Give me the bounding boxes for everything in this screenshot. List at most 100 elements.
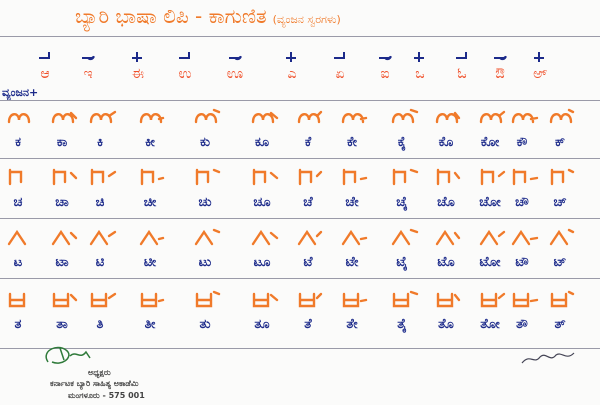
second-signature — [521, 352, 575, 364]
byari-vowel-sign — [456, 52, 467, 59]
kannada-syllable: ಕೀ — [145, 135, 155, 150]
kannada-syllable: ಚ — [13, 195, 23, 210]
vowel-sign: ಔ — [495, 66, 505, 82]
kannada-syllable: ಚು — [198, 195, 212, 210]
byari-vowel-sign — [39, 52, 50, 59]
consonant-label: ವ್ಯಂಜನ+ — [2, 86, 39, 99]
kannada-syllable: ಟೂ — [253, 255, 271, 270]
kannada-syllable: ಚೌ — [515, 195, 529, 210]
vowel-sign: ಓ — [457, 66, 467, 82]
kannada-syllable: ಟ್ — [553, 255, 567, 270]
kannada-syllable: ಟೆ — [303, 255, 313, 270]
byari-glyph — [139, 229, 165, 246]
vowel-sign: ಊ — [226, 66, 244, 82]
kannada-syllable: ತಾ — [56, 317, 68, 332]
kannada-syllable: ತೈ — [397, 317, 407, 332]
byari-glyph — [512, 292, 539, 308]
byari-glyph — [392, 168, 419, 186]
stamp-organization: ಕರ್ನಾಟಕ ಬ್ಯಾರಿ ಸಾಹಿತ್ಯ ಅಕಾಡೆಮಿ — [50, 379, 139, 388]
byari-glyph — [549, 108, 575, 124]
byari-glyph — [436, 292, 461, 308]
kannada-syllable: ತೇ — [346, 317, 358, 332]
kannada-syllable: ಟ — [13, 255, 23, 270]
kannada-syllable: ಚಾ — [55, 195, 69, 210]
kannada-syllable: ಚೆ — [303, 195, 313, 210]
kannada-syllable: ಕೋ — [480, 135, 500, 150]
kannada-syllable: ತ — [14, 317, 22, 332]
byari-glyph — [51, 111, 78, 124]
kannada-syllable: ಚೂ — [253, 195, 271, 210]
byari-glyph — [342, 168, 368, 186]
byari-glyph — [8, 292, 26, 308]
byari-vowel-sign — [132, 52, 142, 62]
byari-glyph — [479, 110, 506, 124]
vowel-sign: ಉ — [178, 66, 192, 82]
byari-glyph — [194, 108, 221, 124]
byari-glyph — [90, 168, 117, 186]
kannada-syllable: ಟೀ — [143, 255, 157, 270]
byari-glyph — [52, 292, 78, 308]
byari-vowel-sign — [179, 52, 190, 59]
byari-glyph — [8, 168, 23, 186]
kannada-syllable: ಕೆ — [304, 135, 312, 150]
vowel-sign: ಏ — [335, 66, 345, 82]
kannada-syllable: ತು — [199, 317, 211, 332]
kannada-syllable: ಕೇ — [346, 135, 358, 150]
byari-glyph — [140, 292, 165, 308]
kannada-syllable: ತೆ — [304, 317, 312, 332]
divider — [0, 36, 600, 37]
kannada-syllable: ಚೇ — [345, 195, 359, 210]
byari-glyph — [342, 292, 368, 308]
kannada-syllable: ಟಾ — [55, 255, 69, 270]
kannada-syllable: ತ್ — [554, 317, 566, 332]
byari-glyph — [549, 228, 575, 246]
kannada-syllable: ಚೋ — [479, 195, 501, 210]
byari-glyph — [435, 111, 461, 124]
byari-glyph — [512, 168, 539, 186]
byari-glyph — [550, 290, 575, 308]
byari-glyph — [195, 290, 221, 308]
byari-glyph — [550, 168, 575, 186]
byari-glyph — [436, 168, 461, 186]
byari-glyph — [297, 229, 323, 246]
vowel-sign: ಆ — [40, 66, 50, 82]
byari-vowel-sign — [414, 52, 424, 62]
byari-glyph — [89, 110, 117, 124]
divider — [0, 218, 600, 219]
byari-glyph — [479, 229, 506, 246]
byari-glyph — [140, 168, 165, 186]
divider — [0, 100, 600, 101]
byari-glyph — [51, 229, 78, 246]
byari-glyph — [252, 292, 279, 308]
kannada-syllable: ಕೌ — [516, 135, 528, 150]
byari-glyph — [139, 113, 165, 124]
byari-glyph — [7, 229, 27, 246]
byari-glyph — [298, 168, 323, 186]
byari-glyph — [52, 168, 78, 186]
byari-vowel-sign — [379, 55, 392, 61]
stamp-title: ಅಧ್ಯಕ್ಷರು — [88, 368, 111, 377]
byari-glyph — [341, 113, 368, 124]
divider — [0, 348, 600, 349]
kannada-syllable: ಚ್ — [553, 195, 567, 210]
kannada-syllable: ತೂ — [254, 317, 270, 332]
byari-vowel-sign — [286, 52, 296, 62]
kannada-syllable: ತೀ — [144, 317, 156, 332]
byari-glyph — [297, 110, 323, 124]
byari-glyph — [298, 292, 323, 308]
byari-vowel-sign — [334, 52, 345, 59]
kannada-syllable: ಕಾ — [56, 135, 68, 150]
kannada-syllable: ಚೀ — [143, 195, 157, 210]
kannada-syllable: ಚೊ — [437, 195, 455, 210]
byari-glyph — [391, 228, 419, 246]
kannada-syllable: ಚೈ — [396, 195, 408, 210]
byari-vowel-sign — [82, 55, 95, 61]
chart-subtitle: (ವ್ಯಂಜನ ಸ್ವರಗಳು) — [272, 13, 341, 26]
kannada-syllable: ತೊ — [438, 317, 454, 332]
byari-vowel-sign — [534, 52, 544, 62]
vowel-sign: ಐ — [380, 66, 390, 82]
kannada-syllable: ಕೊ — [438, 135, 454, 150]
byari-vowel-sign — [229, 55, 242, 61]
byari-glyph — [251, 229, 279, 246]
